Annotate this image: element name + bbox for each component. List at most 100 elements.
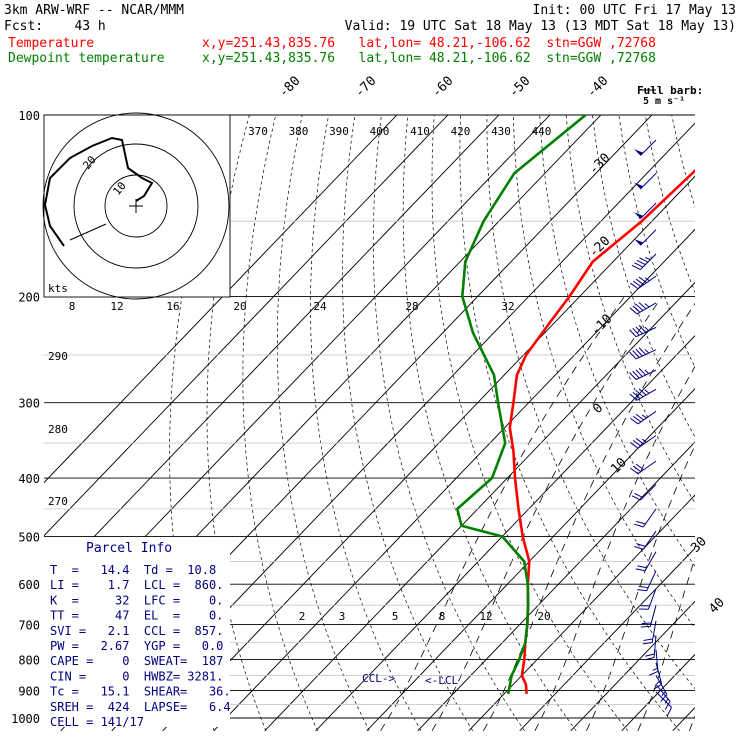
- isotherm-line: [264, 281, 695, 732]
- moist-adiabat-line: [637, 556, 695, 731]
- barb-staff: [651, 620, 657, 643]
- lcl-label: <-LCL: [425, 674, 458, 687]
- barb-full: [632, 415, 642, 423]
- wind-barb: [629, 302, 657, 315]
- wind-barb: [630, 460, 657, 475]
- barb-full: [629, 372, 637, 380]
- isotherm-line: [44, 115, 449, 537]
- theta-e-label: 420: [451, 125, 471, 138]
- wind-barb: [629, 324, 657, 338]
- isotherm-label: -80: [276, 74, 303, 101]
- pressure-label-700: 700: [18, 619, 40, 633]
- barb-full: [632, 305, 641, 313]
- mixing-ratio-label: 5: [392, 610, 399, 623]
- barb-full: [635, 369, 643, 377]
- barb-half: [641, 414, 647, 419]
- mixing-ratio-label: 24: [313, 300, 327, 313]
- isotherm-line: [468, 494, 695, 732]
- theta-label: 280: [48, 423, 68, 436]
- barb-full: [636, 543, 646, 547]
- isotherm-label: -70: [352, 74, 379, 101]
- isotherm-line: [44, 115, 398, 484]
- mixing-ratio-label: 2: [299, 610, 306, 623]
- isotherm-line: [672, 706, 695, 732]
- dry-adiabat-line: [671, 115, 695, 208]
- model-title: 3km ARW-WRF -- NCAR/MMM: [4, 3, 185, 18]
- theta-e-label: 440: [532, 125, 552, 138]
- barb-half: [644, 277, 650, 282]
- hodograph-trace: [43, 136, 154, 247]
- wind-barb: [642, 620, 657, 645]
- isotherm-label: -10: [588, 312, 615, 339]
- wind-barb: [630, 435, 657, 449]
- wind-barb: [629, 347, 657, 360]
- barb-full: [638, 324, 646, 333]
- pressure-label-500: 500: [18, 530, 40, 544]
- barb-full: [638, 585, 649, 589]
- barb-full: [632, 327, 640, 336]
- barb-half: [644, 303, 650, 308]
- dry-adiabat-line: [618, 115, 695, 369]
- pressure-label-400: 400: [18, 472, 40, 486]
- barb-full: [629, 393, 638, 401]
- barb-half: [645, 257, 651, 261]
- mixing-ratio-label: 20: [233, 300, 246, 313]
- hodograph-ring: [104, 174, 168, 238]
- mixing-ratio-label: 16: [166, 300, 179, 313]
- temperature-legend-label: Temperature: [8, 36, 95, 51]
- isotherm-line: [213, 228, 695, 732]
- annotations: Parcel Info T = 14.4 Td = 10.8LI = 1.7 LC…: [44, 84, 703, 729]
- barb-staff: [640, 484, 657, 501]
- barb-full: [635, 463, 645, 471]
- theta-e-label: 380: [289, 125, 309, 138]
- parcel-info-row: SREH = 424 LAPSE= 6.4: [50, 700, 231, 714]
- barb-staff: [637, 410, 657, 425]
- barb-full: [634, 546, 644, 550]
- sounding-profiles: [456, 115, 695, 695]
- barb-staff: [637, 460, 657, 475]
- dry-adiabat-line: [486, 115, 695, 690]
- isotherm-label: -50: [506, 74, 533, 101]
- barb-full: [635, 326, 643, 335]
- storm-motion-line: [69, 223, 107, 241]
- barb-full: [634, 262, 644, 268]
- barb-full: [664, 701, 671, 710]
- pressure-label-100: 100: [18, 109, 40, 123]
- barb-staff: [655, 684, 671, 702]
- mixing-ratio-label: 3: [339, 610, 346, 623]
- barb-staff: [646, 570, 657, 591]
- barb-pennant: [634, 238, 644, 246]
- mixing-ratio-label: 20: [537, 610, 550, 623]
- wind-barbs: [629, 139, 673, 717]
- parcel-info-box: [44, 537, 230, 727]
- barb-staff: [635, 369, 657, 380]
- barb-full: [637, 589, 647, 592]
- barb-full: [640, 625, 651, 628]
- forecast-hour: Fcst: 43 h: [4, 19, 106, 34]
- barb-full: [630, 442, 639, 449]
- barb-full: [635, 303, 644, 311]
- wind-barb: [634, 173, 657, 190]
- barb-full: [637, 565, 647, 569]
- isotherm-line: [417, 441, 695, 732]
- barb-staff: [655, 662, 663, 685]
- barb-pennant: [634, 149, 644, 156]
- barb-staff: [635, 326, 657, 338]
- barb-full: [631, 264, 641, 270]
- barb-half: [644, 369, 650, 374]
- barb-staff: [642, 530, 657, 550]
- barb-full: [643, 638, 653, 641]
- barb-staff: [653, 635, 657, 658]
- barb-staff: [640, 253, 657, 270]
- barb-staff: [636, 302, 657, 315]
- pressure-label-300: 300: [18, 397, 40, 411]
- barb-full: [638, 276, 647, 284]
- parcel-info-title: Parcel Info: [86, 541, 172, 556]
- wind-barb: [644, 635, 657, 661]
- barb-staff: [655, 675, 668, 695]
- parcel-info-row: CIN = 0 HWBZ= 3281.: [50, 669, 223, 683]
- parcel-info-row: K = 32 LFC = 0.: [50, 593, 223, 607]
- wind-barb: [629, 367, 657, 380]
